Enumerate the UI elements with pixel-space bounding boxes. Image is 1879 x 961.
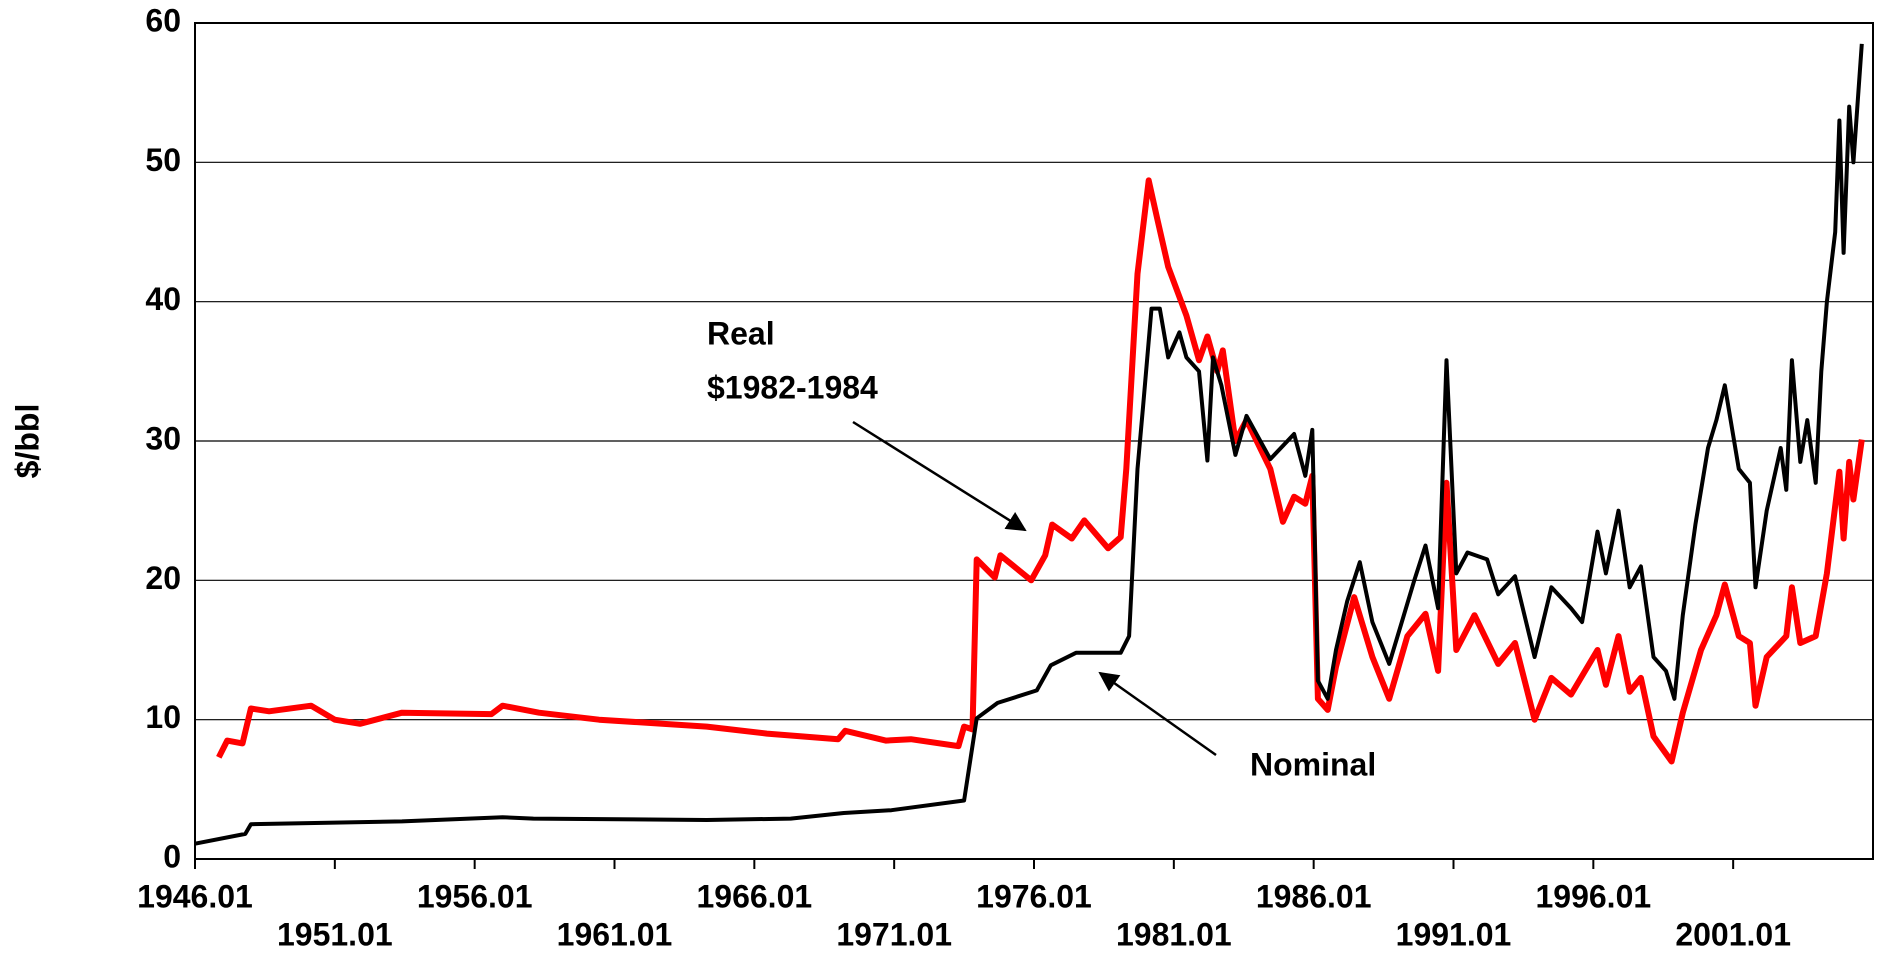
y-tick-label: 0: [163, 838, 181, 874]
series-line: [194, 43, 1864, 846]
x-tick-label: 1971.01: [836, 916, 952, 952]
x-tick-label: 1956.01: [417, 878, 533, 914]
y-axis-label: $/bbl: [9, 404, 45, 479]
x-tick-label: 1976.01: [976, 878, 1092, 914]
x-tick-label: 1951.01: [277, 916, 393, 952]
x-tick-label: 1991.01: [1396, 916, 1512, 952]
y-tick-label: 10: [145, 699, 181, 735]
x-tick-label: 1961.01: [557, 916, 673, 952]
series-line: [216, 177, 1865, 765]
annotation-arrow: [1098, 671, 1217, 757]
y-tick-label: 20: [145, 560, 181, 596]
y-tick-label: 50: [145, 142, 181, 178]
x-tick-label: 1966.01: [696, 878, 812, 914]
x-tick-label: 1981.01: [1116, 916, 1232, 952]
x-tick-label: 1996.01: [1535, 878, 1651, 914]
annotation-text: $1982-1984: [707, 369, 878, 405]
annotation-arrow: [852, 420, 1027, 532]
x-tick-label: 1946.01: [137, 878, 253, 914]
x-tick-label: 2001.01: [1675, 916, 1791, 952]
annotation-text: Nominal: [1250, 746, 1376, 782]
y-tick-label: 60: [145, 2, 181, 38]
y-tick-label: 30: [145, 420, 181, 456]
y-tick-label: 40: [145, 281, 181, 317]
x-tick-label: 1986.01: [1256, 878, 1372, 914]
annotation-text: Real: [707, 315, 775, 351]
